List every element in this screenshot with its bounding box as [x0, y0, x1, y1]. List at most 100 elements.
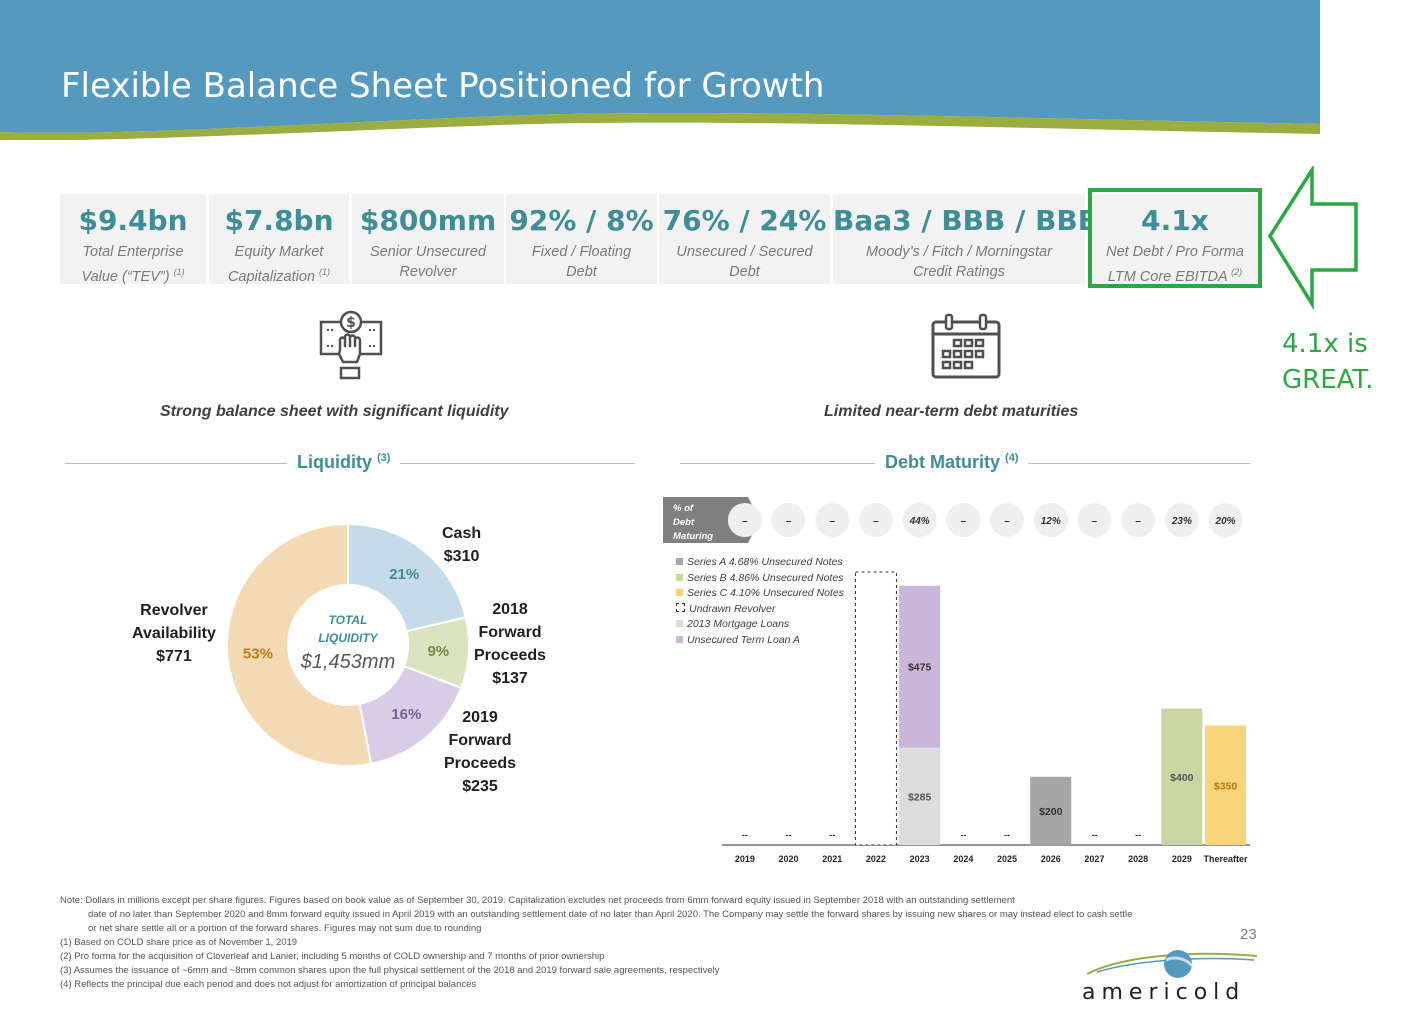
- debt-maturity-title: Debt Maturity (4): [875, 452, 1029, 473]
- note-1: (1) Based on COLD share price as of Nove…: [60, 937, 298, 948]
- kpi-unsecured-secured: 76% / 24% Unsecured / Secured Debt: [659, 194, 830, 284]
- pct-circle-2026: [1033, 503, 1068, 537]
- empty-marker-2028: --: [1135, 830, 1141, 840]
- liquidity-title: Liquidity (3): [287, 452, 401, 473]
- label-cash: Cash $310: [442, 525, 482, 565]
- label-revolver: Revolver Availability $771: [132, 602, 216, 665]
- pct-header-text: % of Debt Maturing: [673, 503, 713, 542]
- tick-label-2024: 2024: [953, 854, 973, 864]
- kpi-value: $9.4bn: [78, 204, 188, 237]
- kpi-value: $7.8bn: [224, 204, 334, 237]
- donut-pct-label-0: 21%: [389, 566, 419, 583]
- empty-marker-2021: --: [829, 830, 835, 840]
- pct-circle-2019: [727, 503, 762, 537]
- kpi-label: Equity Market Capitalization (1): [227, 244, 331, 285]
- tick-label-2029: 2029: [1172, 854, 1192, 864]
- page-title: Flexible Balance Sheet Positioned for Gr…: [61, 66, 825, 106]
- annotation-text: 4.1x is GREAT.: [1282, 329, 1374, 395]
- page-number: 23: [1240, 926, 1257, 943]
- calendar-icon: [931, 313, 1001, 379]
- kpi-credit-ratings: Baa3 / BBB / BBB Moody’s / Fitch / Morni…: [833, 194, 1099, 284]
- cash-hand-icon: $: [319, 310, 383, 380]
- kpi-label: Fixed / Floating Debt: [531, 244, 632, 280]
- legend-entry: 2013 Mortgage Loans: [676, 617, 844, 633]
- pct-circle-2020: [771, 503, 806, 537]
- kpi-equity-cap: $7.8bn Equity Market Capitalization (1): [209, 194, 349, 285]
- kpi-tev: $9.4bn Total Enterprise Value (“TEV”) (1…: [60, 194, 206, 285]
- legend-label: Series A 4.68% Unsecured Notes: [687, 556, 843, 568]
- donut-center-label: TOTAL: [329, 613, 368, 627]
- legend-label: Series B 4.86% Unsecured Notes: [687, 571, 844, 584]
- note-3: (3) Assumes the issuance of ~6mm and ~8m…: [60, 965, 720, 976]
- pct-label-2020: –: [786, 516, 792, 527]
- kpi-value: 4.1x: [1141, 204, 1209, 237]
- pct-header-line: Debt: [673, 517, 695, 528]
- kpi-label: Net Debt / Pro Forma LTM Core EBITDA (2): [1106, 244, 1244, 285]
- note-4: (4) Reflects the principal due each peri…: [60, 979, 477, 990]
- data-label-2029-series-b-4-86-unsecured-notes: $400: [1170, 772, 1194, 784]
- legend-swatch: [676, 635, 683, 643]
- header-banner: [0, 0, 1320, 140]
- tick-label-2021: 2021: [822, 854, 842, 864]
- data-label-2023-unsecured-term-loan-a: $475: [908, 662, 932, 674]
- tick-label-2026: 2026: [1041, 854, 1061, 864]
- donut-center-value: $1,453mm: [300, 651, 396, 673]
- chart-legend: Series A 4.68% Unsecured Notes Series B 4…: [676, 555, 844, 648]
- kpi-value: $800mm: [359, 204, 497, 237]
- bar-2022-undrawn-revolver: [854, 571, 897, 846]
- note-main: Note: Dollars in millions except per sha…: [60, 895, 1015, 906]
- donut-pct-label-3: 53%: [243, 646, 273, 663]
- legend-label: Undrawn Revolver: [689, 602, 776, 615]
- legend-entry: Undrawn Revolver: [676, 602, 844, 618]
- pct-label-2026: 12%: [1041, 516, 1061, 527]
- logo-text: americold: [1082, 980, 1246, 1005]
- legend-label: 2013 Mortgage Loans: [687, 618, 790, 630]
- kpi-label: Unsecured / Secured Debt: [676, 244, 813, 280]
- arrow-left-icon: [1267, 166, 1358, 311]
- tick-label-2023: 2023: [910, 854, 930, 864]
- pct-circle-2021: [815, 503, 850, 537]
- bar-2023-unsecured-term-loan-a: [899, 585, 941, 748]
- data-label-2023-2013-mortgage-loans: $285: [908, 791, 932, 803]
- debt-maturity-chart: % of Debt Maturing – 2019 -- – 2020 -- – 2021 -- – 2…: [663, 497, 1250, 864]
- pct-label-2027: –: [1092, 516, 1098, 527]
- kpi-value: 76% / 24%: [662, 204, 827, 237]
- tick-label-Thereafter: Thereafter: [1204, 854, 1249, 864]
- pct-header-line: Maturing: [673, 531, 713, 542]
- bar-Thereafter-series-c-4-10-unsecured-notes: [1205, 725, 1247, 845]
- tick-label-2025: 2025: [997, 854, 1017, 864]
- footnotes: Note: Dollars in millions except per sha…: [60, 894, 1140, 992]
- pct-label-2028: –: [1135, 516, 1141, 527]
- pct-circle-2025: [990, 503, 1025, 537]
- label-2019-forward: 2019 Forward Proceeds $235: [444, 709, 517, 795]
- highlight-box: [1088, 188, 1262, 288]
- bar-2026-series-a-4-68-unsecured-notes: [1030, 776, 1072, 845]
- tick-label-2022: 2022: [866, 854, 886, 864]
- donut-slice-3: [228, 524, 373, 767]
- pct-label-2025: –: [1004, 516, 1010, 527]
- americold-logo-icon: [1086, 950, 1258, 978]
- pct-label-2029: 23%: [1171, 516, 1192, 527]
- subhead-left: Strong balance sheet with significant li…: [160, 403, 509, 420]
- legend-swatch: [676, 589, 683, 596]
- label-2018-forward: 2018 Forward Proceeds $137: [474, 601, 547, 687]
- bar-2029-series-b-4-86-unsecured-notes: [1161, 708, 1203, 845]
- donut-slice-0: [347, 524, 468, 633]
- pct-header-line: % of: [673, 503, 694, 514]
- pct-circle-2023: [902, 503, 937, 537]
- pct-label-Thereafter: 20%: [1215, 516, 1236, 527]
- legend-swatch: [676, 558, 683, 565]
- svg-text:$: $: [346, 315, 356, 331]
- pct-label-2022: –: [873, 516, 879, 527]
- kpi-label: Total Enterprise Value (“TEV”) (1): [81, 244, 185, 285]
- tick-label-2028: 2028: [1128, 854, 1148, 864]
- empty-marker-2024: --: [960, 830, 966, 840]
- pct-circle-2022: [858, 503, 893, 537]
- pct-label-2021: –: [829, 516, 835, 527]
- pct-circle-2024: [946, 503, 981, 537]
- empty-marker-2019: --: [742, 830, 748, 840]
- pct-label-2023: 44%: [909, 516, 930, 527]
- note-cont: date of no later than September 2020 and…: [88, 909, 1133, 934]
- subhead-right: Limited near-term debt maturities: [824, 403, 1079, 420]
- empty-marker-2027: --: [1091, 830, 1097, 840]
